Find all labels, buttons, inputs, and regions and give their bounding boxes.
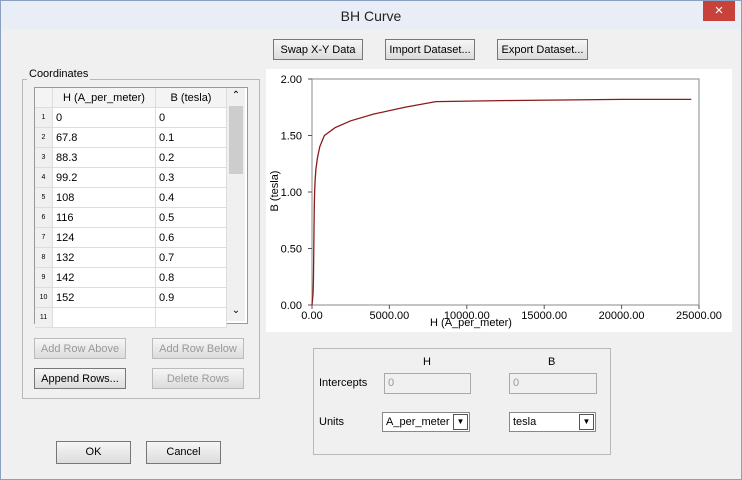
h-units: A_per_meter xyxy=(386,416,450,428)
row-number: 5 xyxy=(35,188,53,208)
b-units: tesla xyxy=(513,416,537,428)
table-cell: 142 xyxy=(53,268,156,288)
x-tick-label: 25000.00 xyxy=(676,310,722,322)
x-tick-label: 15000.00 xyxy=(521,310,567,322)
title-bar: BH Curve × xyxy=(1,1,741,29)
intercepts-label: Intercepts xyxy=(319,377,368,389)
table-cell: 0.1 xyxy=(156,128,227,148)
coordinates-group xyxy=(22,79,260,399)
row-number: 10 xyxy=(35,288,53,308)
table-cell: 99.2 xyxy=(53,168,156,188)
import-button[interactable]: Import Dataset... xyxy=(385,39,475,60)
h-intercept[interactable]: 0 xyxy=(384,373,471,394)
x-tick-label: 5000.00 xyxy=(370,310,410,322)
row-number: 4 xyxy=(35,168,53,188)
export-button[interactable]: Export Dataset... xyxy=(497,39,588,60)
dropdown-arrow: ▼ xyxy=(579,414,594,430)
table-cell: 0 xyxy=(53,108,156,128)
y-tick-label: 0.00 xyxy=(281,300,302,312)
table-cell: 108 xyxy=(53,188,156,208)
table-cell xyxy=(156,308,227,328)
data-table[interactable]: H (A_per_meter) B (tesla) 1 0 0 2 67.8 0.1 3 88.3… xyxy=(34,87,248,328)
scroll-up: ⌃ xyxy=(231,90,241,101)
close-button[interactable]: × xyxy=(703,1,735,21)
table-cell: 0.6 xyxy=(156,228,227,248)
row-number: 7 xyxy=(35,228,53,248)
y-tick-label: 0.50 xyxy=(281,244,302,256)
h-header: H xyxy=(423,356,431,368)
window-title: BH Curve xyxy=(340,8,402,24)
x-tick-label: 0.00 xyxy=(301,310,322,322)
column-header: B (tesla) xyxy=(156,88,227,108)
append-rows[interactable]: Append Rows... xyxy=(34,368,126,389)
group-label: Coordinates xyxy=(27,68,91,80)
h-units-select[interactable]: A_per_meter ▼ xyxy=(382,412,470,432)
dropdown-arrow: ▼ xyxy=(453,414,468,430)
y-tick-label: 2.00 xyxy=(281,74,302,86)
table-cell: 0.4 xyxy=(156,188,227,208)
table-cell: 0.2 xyxy=(156,148,227,168)
table-cell: 132 xyxy=(53,248,156,268)
table-cell: 0.8 xyxy=(156,268,227,288)
table-cell: 124 xyxy=(53,228,156,248)
y-tick-label: 1.00 xyxy=(281,187,302,199)
table-cell: 0.5 xyxy=(156,208,227,228)
corner xyxy=(35,88,53,108)
table-cell: 0.3 xyxy=(156,168,227,188)
bh-curve xyxy=(311,98,692,306)
row-number: 8 xyxy=(35,248,53,268)
b-units-select[interactable]: tesla ▼ xyxy=(509,412,596,432)
table-cell: 67.8 xyxy=(53,128,156,148)
delete-rows[interactable]: Delete Rows xyxy=(152,368,244,389)
row-number: 1 xyxy=(35,108,53,128)
units-label: Units xyxy=(319,416,345,428)
chart: H (A_per_meter) B (tesla) 0.00 0.50 1.00 1.… xyxy=(266,69,732,332)
x-tick-label: 20000.00 xyxy=(599,310,645,322)
ok-button[interactable]: OK xyxy=(56,441,131,464)
table-cell: 0.7 xyxy=(156,248,227,268)
y-tick-label: 1.50 xyxy=(281,131,302,143)
b-header: B xyxy=(548,356,556,368)
row-number: 3 xyxy=(35,148,53,168)
table-cell xyxy=(53,308,156,328)
add-row-above[interactable]: Add Row Above xyxy=(34,338,126,359)
intercepts-group xyxy=(313,348,611,455)
row-number: 2 xyxy=(35,128,53,148)
add-row-below[interactable]: Add Row Below xyxy=(152,338,244,359)
x-axis-title: H (A_per_meter) xyxy=(430,317,512,329)
plot-area xyxy=(311,78,700,306)
scroll-down: ⌄ xyxy=(231,305,241,316)
swap-button[interactable]: Swap X-Y Data xyxy=(273,39,363,60)
table-cell: 0.9 xyxy=(156,288,227,308)
b-intercept[interactable]: 0 xyxy=(509,373,597,394)
row-number: 9 xyxy=(35,268,53,288)
table-cell: 0 xyxy=(156,108,227,128)
table-cell: 152 xyxy=(53,288,156,308)
row-number: 6 xyxy=(35,208,53,228)
y-axis-title: B (tesla) xyxy=(269,171,281,212)
table-cell: 116 xyxy=(53,208,156,228)
scroll-thumb xyxy=(229,106,243,174)
column-header: H (A_per_meter) xyxy=(53,88,156,108)
cancel-button[interactable]: Cancel xyxy=(146,441,221,464)
row-number: 11 xyxy=(35,308,53,328)
table-cell: 88.3 xyxy=(53,148,156,168)
x-tick-label: 10000.00 xyxy=(444,310,490,322)
